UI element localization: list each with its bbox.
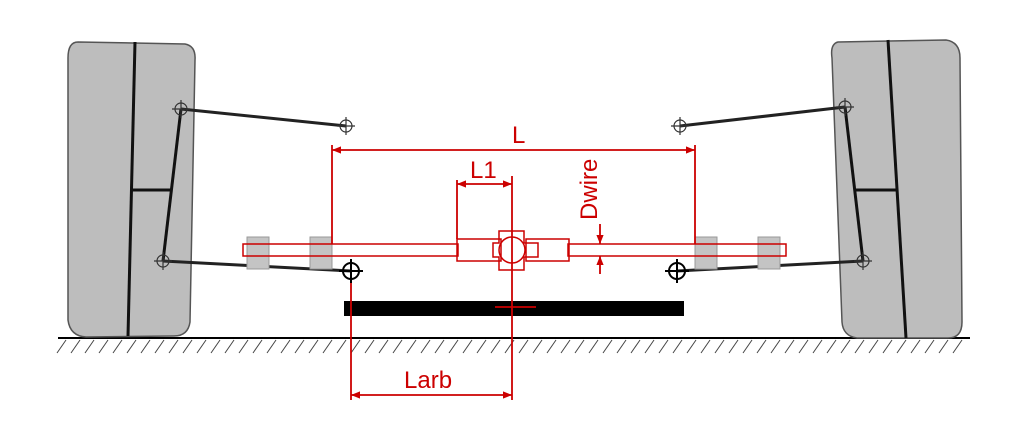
ground-hatch-mark: [308, 339, 319, 354]
ground-hatch-mark: [868, 339, 879, 354]
ground-hatch-mark: [952, 339, 963, 354]
ground-hatch-mark: [812, 339, 823, 354]
ground-hatch-mark: [140, 339, 151, 354]
ground-hatch-mark: [798, 339, 809, 354]
ground-hatch-mark: [378, 339, 389, 354]
ground-hatch-mark: [938, 339, 949, 354]
ground-hatch-mark: [392, 339, 403, 354]
ground-hatch-mark: [658, 339, 669, 354]
ground-hatch-mark: [98, 339, 109, 354]
ground-hatch-mark: [154, 339, 165, 354]
ground-hatch-mark: [224, 339, 235, 354]
ground-hatch-mark: [574, 339, 585, 354]
ground-hatch-mark: [294, 339, 305, 354]
ground-hatch-mark: [882, 339, 893, 354]
ground-hatch-mark: [714, 339, 725, 354]
ground: [56, 337, 970, 354]
ground-hatch-mark: [826, 339, 837, 354]
ground-hatch-mark: [350, 339, 361, 354]
ground-hatch-mark: [476, 339, 487, 354]
ground-hatch-mark: [910, 339, 921, 354]
ground-hatch-mark: [84, 339, 95, 354]
ground-hatch-mark: [210, 339, 221, 354]
ground-hatch-mark: [644, 339, 655, 354]
ground-hatch-mark: [126, 339, 137, 354]
dimensions: [331, 145, 696, 400]
ground-hatch-mark: [252, 339, 263, 354]
dim-label-L: L: [512, 122, 525, 149]
ground-hatch-mark: [406, 339, 417, 354]
ground-hatch-mark: [742, 339, 753, 354]
ground-hatch-mark: [238, 339, 249, 354]
ground-hatch-mark: [630, 339, 641, 354]
ground-hatch-mark: [462, 339, 473, 354]
ground-hatch-mark: [602, 339, 613, 354]
dim-label-L1: L1: [470, 157, 497, 184]
ground-hatch-mark: [728, 339, 739, 354]
ground-hatch-mark: [490, 339, 501, 354]
ground-hatch-mark: [560, 339, 571, 354]
ground-hatch-mark: [616, 339, 627, 354]
ground-hatch-mark: [70, 339, 81, 354]
ground-hatch-mark: [196, 339, 207, 354]
ground-hatch-mark: [322, 339, 333, 354]
dim-label-dwire: Dwire: [576, 159, 603, 220]
ground-hatch-mark: [840, 339, 851, 354]
ground-hatch-mark: [336, 339, 347, 354]
ground-hatch-mark: [364, 339, 375, 354]
ground-hatch-mark: [784, 339, 795, 354]
ground-hatch-mark: [924, 339, 935, 354]
ground-hatch-mark: [672, 339, 683, 354]
dim-label-larb: Larb: [404, 367, 452, 394]
ground-hatch-mark: [112, 339, 123, 354]
ground-hatch-mark: [56, 339, 67, 354]
ground-hatch-mark: [266, 339, 277, 354]
ground-hatch-mark: [182, 339, 193, 354]
ground-hatch-mark: [448, 339, 459, 354]
ground-hatch-mark: [588, 339, 599, 354]
right-tire: [830, 39, 963, 339]
bushings: [246, 236, 781, 270]
ground-hatch-mark: [280, 339, 291, 354]
ground-hatch-mark: [854, 339, 865, 354]
base-bar: [344, 301, 684, 316]
ground-hatch-mark: [546, 339, 557, 354]
ground-hatch-mark: [770, 339, 781, 354]
ground-hatch-mark: [518, 339, 529, 354]
anti-roll-bar: [242, 230, 787, 271]
ground-hatch-mark: [532, 339, 543, 354]
ground-hatch-mark: [434, 339, 445, 354]
ground-hatch-mark: [756, 339, 767, 354]
ground-hatch-mark: [168, 339, 179, 354]
left-tire: [67, 41, 196, 338]
ground-hatch-mark: [700, 339, 711, 354]
ground-hatch-mark: [686, 339, 697, 354]
ground-hatch-mark: [420, 339, 431, 354]
ground-hatch-mark: [896, 339, 907, 354]
